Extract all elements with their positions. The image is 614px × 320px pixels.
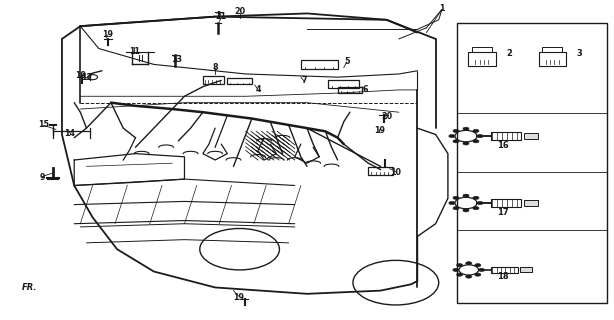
- Text: 13: 13: [171, 55, 182, 64]
- Text: 18: 18: [497, 272, 509, 281]
- Circle shape: [477, 134, 483, 138]
- Text: 10: 10: [391, 168, 402, 177]
- Bar: [203, 76, 224, 84]
- Text: 19: 19: [233, 292, 244, 301]
- Bar: [472, 47, 492, 52]
- Bar: [491, 132, 521, 140]
- Bar: [468, 52, 495, 66]
- Text: 9: 9: [39, 173, 45, 182]
- Text: 20: 20: [234, 7, 245, 16]
- Text: FR.: FR.: [21, 283, 37, 292]
- Circle shape: [477, 201, 483, 204]
- Bar: [491, 267, 518, 273]
- Circle shape: [457, 273, 463, 276]
- Text: 5: 5: [344, 57, 349, 66]
- Text: 14: 14: [64, 129, 75, 138]
- Text: 8: 8: [212, 63, 218, 72]
- Text: 19: 19: [75, 71, 86, 80]
- Circle shape: [465, 275, 472, 278]
- Circle shape: [475, 273, 481, 276]
- Bar: [524, 200, 538, 206]
- Circle shape: [449, 134, 455, 138]
- Text: 20: 20: [381, 112, 392, 121]
- Circle shape: [475, 264, 481, 267]
- Circle shape: [463, 127, 469, 130]
- Circle shape: [473, 140, 479, 143]
- Text: 12: 12: [81, 73, 92, 82]
- Text: 4: 4: [255, 85, 261, 94]
- Text: 6: 6: [362, 85, 368, 94]
- Text: 16: 16: [497, 141, 509, 150]
- Circle shape: [449, 201, 455, 204]
- Circle shape: [453, 129, 459, 132]
- Bar: [457, 23, 607, 303]
- Bar: [538, 52, 566, 66]
- Circle shape: [453, 196, 459, 199]
- Text: 17: 17: [497, 208, 509, 217]
- Text: 11: 11: [129, 46, 140, 56]
- Circle shape: [463, 142, 469, 145]
- Circle shape: [463, 194, 469, 197]
- Circle shape: [473, 129, 479, 132]
- Bar: [524, 133, 538, 139]
- Circle shape: [453, 207, 459, 210]
- Circle shape: [453, 140, 459, 143]
- Bar: [301, 60, 338, 69]
- Text: 3: 3: [577, 49, 582, 58]
- Circle shape: [465, 262, 472, 265]
- Circle shape: [473, 207, 479, 210]
- Circle shape: [478, 268, 484, 271]
- Text: 1: 1: [439, 4, 445, 13]
- Bar: [542, 47, 562, 52]
- Bar: [368, 167, 393, 175]
- Text: 15: 15: [38, 120, 49, 129]
- Circle shape: [463, 209, 469, 212]
- Bar: [520, 268, 532, 272]
- Circle shape: [457, 264, 463, 267]
- Text: 2: 2: [506, 49, 512, 58]
- Text: 21: 21: [216, 12, 227, 21]
- Bar: [328, 80, 359, 87]
- Circle shape: [473, 196, 479, 199]
- Text: 19: 19: [374, 126, 385, 135]
- Text: 19: 19: [102, 30, 113, 39]
- Bar: [227, 78, 252, 84]
- Bar: [338, 87, 362, 93]
- Text: 7: 7: [301, 76, 306, 85]
- Circle shape: [453, 268, 459, 271]
- Bar: [491, 199, 521, 207]
